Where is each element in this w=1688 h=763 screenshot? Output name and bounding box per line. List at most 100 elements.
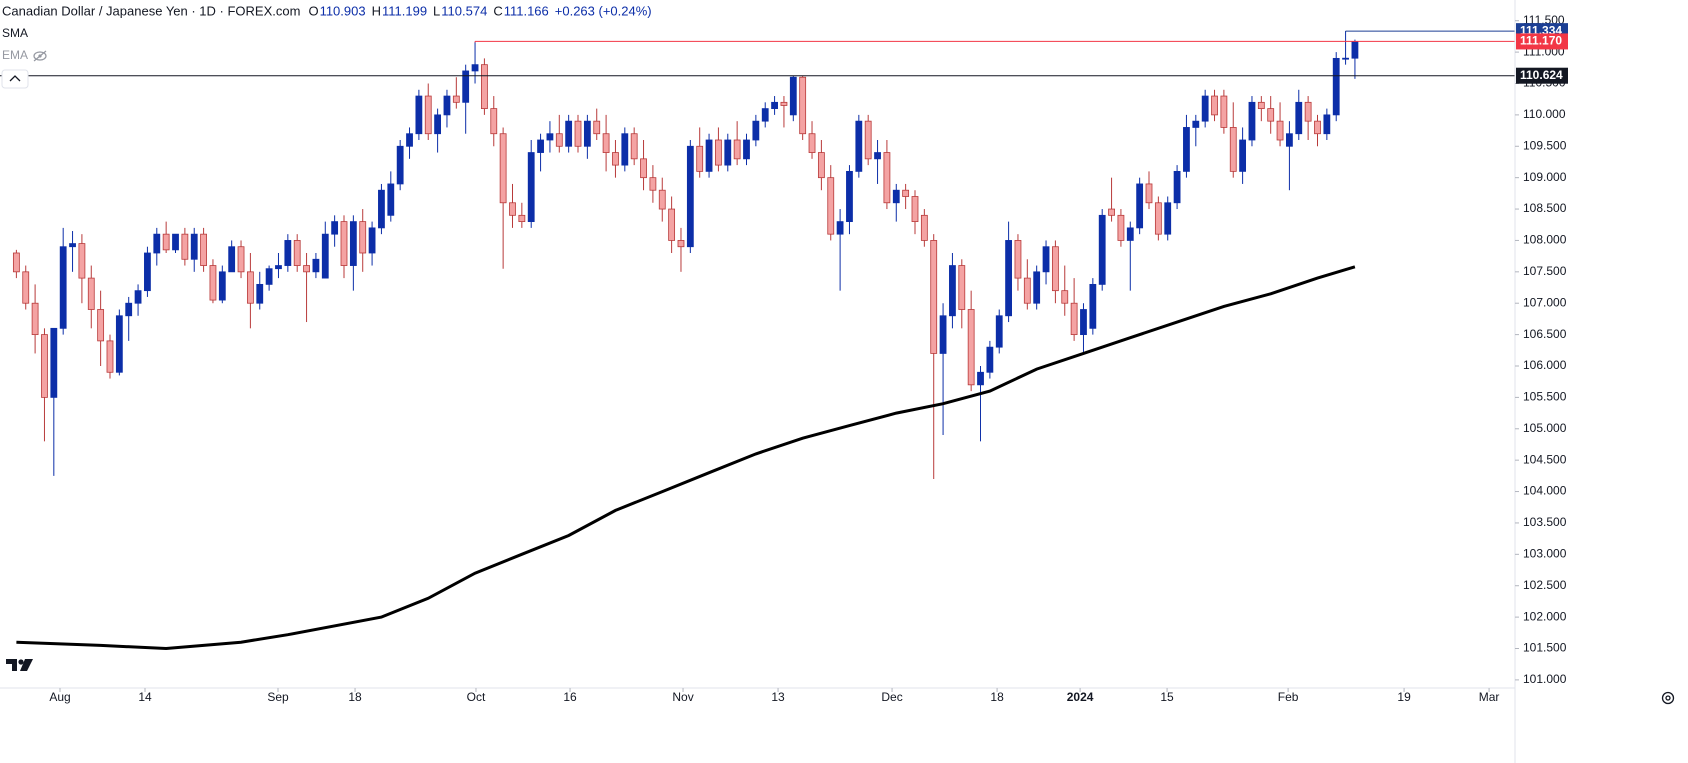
candle-body [883, 152, 891, 204]
candle-body [1267, 108, 1275, 122]
candle-body [1061, 290, 1069, 304]
candle-body [256, 283, 264, 304]
candle-body [415, 95, 423, 135]
candle-body [162, 233, 170, 251]
candle-body [808, 133, 816, 153]
y-tick-label: 103.500 [1523, 515, 1567, 529]
candle-body [246, 271, 254, 304]
candle-body [509, 202, 516, 216]
candle-body [1323, 114, 1331, 135]
candle-body [237, 246, 245, 273]
candle-body [471, 64, 479, 72]
candle-body [284, 240, 292, 266]
candle-body [686, 145, 694, 248]
ohlc-key: C [493, 3, 502, 18]
tradingview-logo [6, 659, 33, 671]
candle-body [649, 177, 657, 191]
y-tick-label: 102.000 [1523, 609, 1567, 623]
candle-body [602, 133, 610, 153]
x-tick-label: 18 [348, 690, 362, 704]
candle-body [1220, 95, 1228, 128]
y-tick-label: 105.500 [1523, 390, 1567, 404]
candle-body [331, 221, 339, 235]
candle-body [836, 221, 844, 235]
candle-body [1042, 246, 1050, 273]
candle-body [481, 64, 488, 110]
candle-body [1239, 139, 1247, 172]
price-label-box [1516, 33, 1568, 50]
candle-body [789, 76, 797, 116]
candle-body [743, 139, 750, 160]
candle-body [752, 120, 760, 141]
hidden-eye-icon[interactable] [33, 50, 47, 62]
candle-body [1257, 101, 1265, 110]
indicator-label[interactable]: EMA [2, 48, 28, 62]
candle-body [78, 243, 86, 279]
candle-body [275, 265, 282, 270]
candle-body [1332, 57, 1340, 116]
candle-body [930, 240, 938, 354]
y-tick-label: 106.500 [1523, 327, 1567, 341]
candle-body [69, 243, 76, 248]
candle-body [527, 152, 535, 223]
plot-area [0, 30, 1515, 651]
candle-body [1070, 302, 1078, 336]
candle-body [12, 252, 20, 273]
ohlc-value: 111.199 [382, 3, 427, 18]
candle-body [181, 233, 189, 260]
y-tick-label: 104.000 [1523, 484, 1567, 498]
candle-body [583, 120, 591, 147]
candle-body [1192, 120, 1200, 128]
x-tick-label: 14 [138, 690, 152, 704]
candle-body [499, 133, 507, 204]
candle-body [125, 302, 133, 317]
y-tick-label: 105.000 [1523, 421, 1567, 435]
x-tick-label: Dec [881, 690, 902, 704]
candle-body [359, 221, 367, 254]
candle-body [892, 189, 900, 204]
candle-body [228, 246, 236, 273]
price-label: 110.624 [1520, 68, 1563, 82]
candle-body [696, 145, 704, 172]
candle-body [1051, 246, 1059, 292]
candle-body [1164, 202, 1172, 235]
candle-body [817, 152, 825, 179]
candle-body [293, 240, 301, 266]
candle-body [490, 108, 498, 135]
candle-body [958, 265, 966, 310]
candle-body [902, 189, 910, 197]
candle-body [1173, 170, 1181, 204]
candle-body [1276, 120, 1284, 141]
candle-body [190, 233, 198, 260]
candle-body [50, 327, 58, 398]
candle-body [1229, 127, 1237, 172]
candle-body [1211, 95, 1218, 116]
candle-body [1005, 240, 1012, 317]
candle-body [518, 214, 526, 223]
candle-body [1089, 283, 1097, 329]
candle-body [218, 271, 226, 301]
candle-body [1154, 202, 1162, 235]
candle-body [406, 133, 413, 147]
candle-body [303, 265, 310, 273]
candle-body [640, 158, 647, 179]
candle-body [630, 133, 638, 160]
y-tick-label: 106.000 [1523, 358, 1567, 372]
y-tick-label: 109.000 [1523, 170, 1567, 184]
candle-body [1295, 101, 1303, 135]
indicator-label[interactable]: SMA [2, 26, 28, 40]
candle-body [1033, 271, 1041, 304]
collapse-button[interactable] [1, 69, 29, 89]
settings-icon[interactable] [1661, 691, 1675, 705]
candle-body [452, 95, 460, 103]
candle-body [387, 183, 395, 216]
candle-body [1201, 95, 1209, 122]
candle-body [677, 240, 685, 248]
y-tick-label: 104.500 [1523, 452, 1567, 466]
ohlc-key: H [372, 3, 381, 18]
candle-body [153, 233, 161, 254]
candle-body [312, 258, 320, 273]
candle-body [593, 120, 601, 135]
